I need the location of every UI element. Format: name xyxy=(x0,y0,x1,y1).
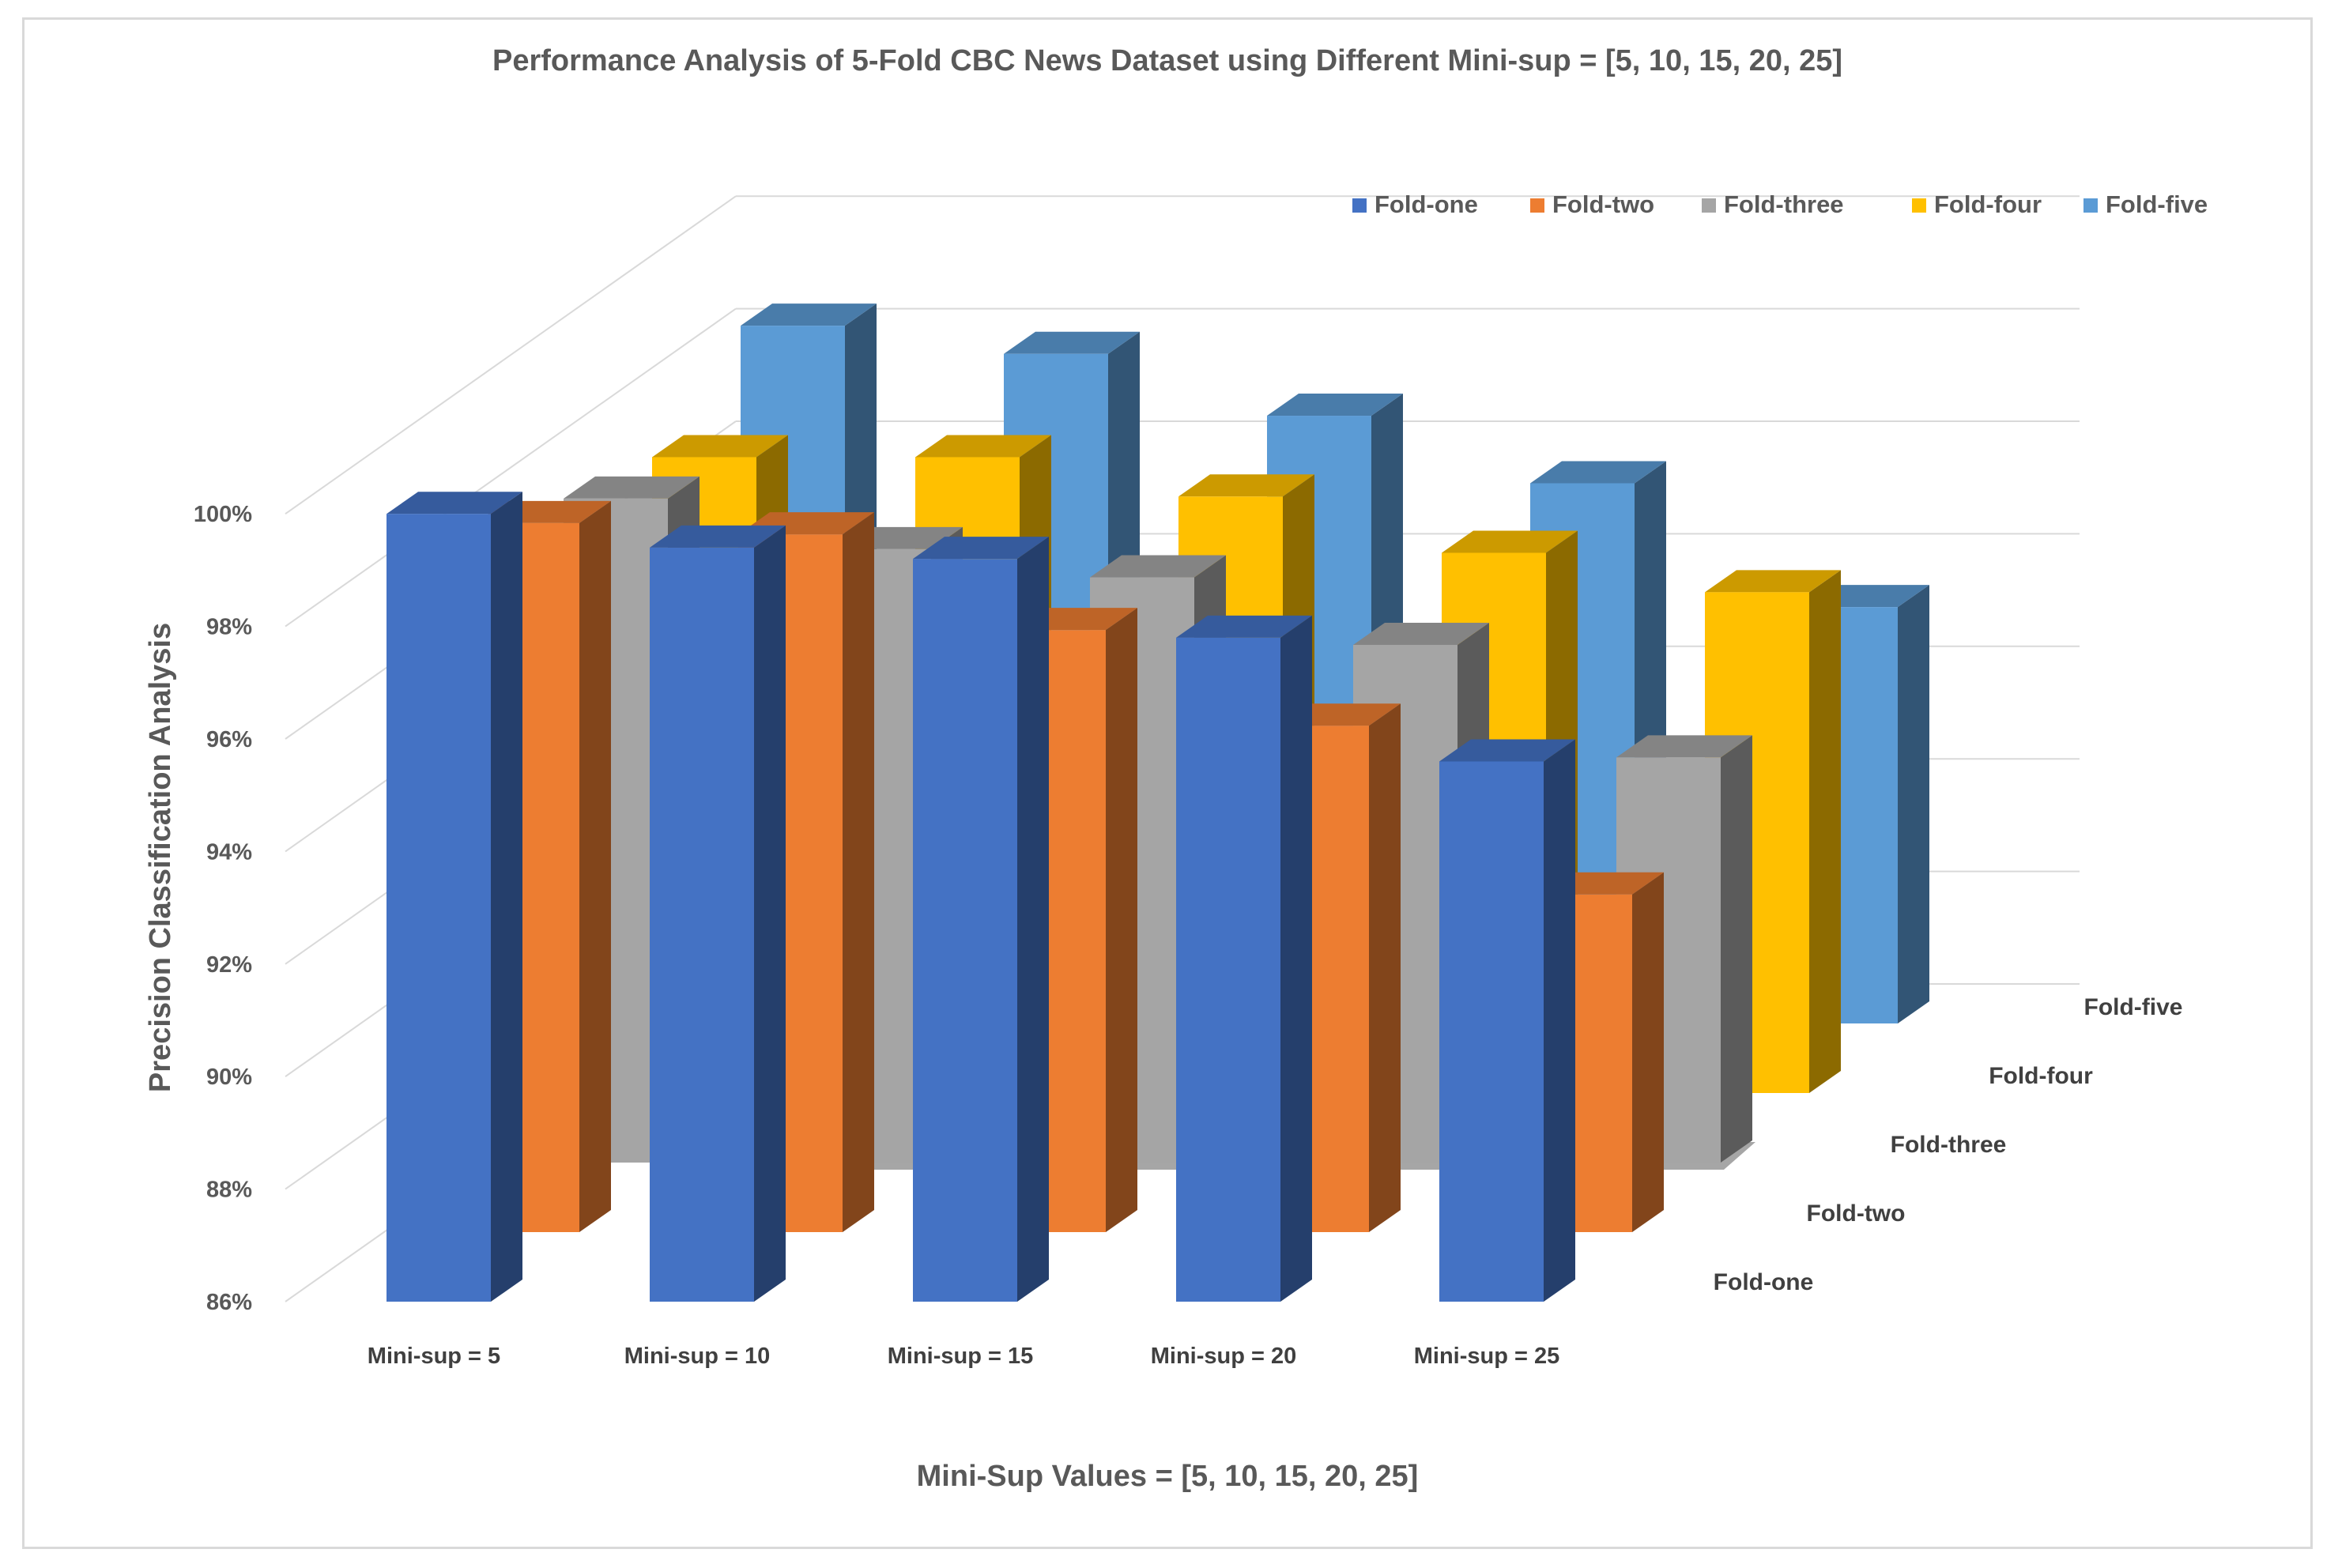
legend-label: Fold-three xyxy=(1724,190,1844,218)
depth-label: Fold-five xyxy=(2084,994,2183,1020)
y-tick-label: 92% xyxy=(206,952,252,978)
bar-side xyxy=(1369,703,1401,1232)
depth-label: Fold-four xyxy=(1989,1063,2093,1089)
bar-top xyxy=(1090,555,1226,578)
gridline-diagonal xyxy=(285,307,737,628)
chart-frame: Performance Analysis of 5-Fold CBC News … xyxy=(22,17,2313,1549)
x-category-label: Mini-sup = 10 xyxy=(624,1344,771,1369)
bar-top xyxy=(1442,530,1578,553)
legend-item-fold-five[interactable]: Fold-five xyxy=(2083,190,2208,218)
legend-item-fold-two[interactable]: Fold-two xyxy=(1530,190,1654,218)
bar-top xyxy=(913,537,1049,560)
bar-top xyxy=(564,476,700,499)
bar-top xyxy=(741,303,877,326)
bar-top xyxy=(387,492,522,514)
bar-fold-one-5 xyxy=(1439,739,1575,1302)
x-category-label: Mini-sup = 25 xyxy=(1414,1344,1560,1369)
y-tick-label: 86% xyxy=(206,1290,252,1315)
y-tick-label: 94% xyxy=(206,839,252,865)
legend-label: Fold-one xyxy=(1375,190,1478,218)
x-category-label: Mini-sup = 15 xyxy=(888,1344,1034,1369)
bars xyxy=(387,303,1929,1302)
bar-fold-two-2 xyxy=(738,512,874,1232)
bar-front xyxy=(913,559,1017,1302)
bar-front xyxy=(1176,637,1280,1302)
y-tick-label: 88% xyxy=(206,1178,252,1203)
legend-item-fold-one[interactable]: Fold-one xyxy=(1352,190,1478,218)
bar-top xyxy=(1530,461,1666,484)
bar-side xyxy=(1106,608,1137,1232)
x-axis-title: Mini-Sup Values = [5, 10, 15, 20, 25] xyxy=(917,1460,1419,1493)
bar-top xyxy=(1705,570,1841,593)
bar-side xyxy=(1632,872,1664,1232)
bar-fold-one-1 xyxy=(387,492,522,1302)
bar-front xyxy=(387,514,491,1302)
y-axis-ticks: 86% 88% 90% 92% 94% 96% 98% 100% xyxy=(194,502,252,1315)
bar-fold-one-4 xyxy=(1176,615,1312,1302)
bar-side xyxy=(1809,570,1841,1093)
legend-swatch xyxy=(1912,198,1926,213)
y-tick-label: 96% xyxy=(206,727,252,752)
legend-label: Fold-two xyxy=(1552,190,1654,218)
bar-top xyxy=(652,435,788,458)
depth-label: Fold-one xyxy=(1714,1269,1814,1295)
bar-top xyxy=(1616,735,1752,758)
x-category-label: Mini-sup = 5 xyxy=(368,1344,500,1369)
bar-top xyxy=(650,525,786,548)
bar-side xyxy=(843,512,874,1232)
bar-fold-one-3 xyxy=(913,537,1049,1302)
bar-side xyxy=(1544,739,1575,1302)
legend-swatch xyxy=(1352,198,1367,213)
legend[interactable]: Fold-one Fold-two Fold-three Fold-four Fold-… xyxy=(1352,190,2208,218)
depth-label: Fold-three xyxy=(1891,1132,2007,1158)
chart-title: Performance Analysis of 5-Fold CBC News … xyxy=(492,44,1842,77)
legend-swatch xyxy=(2083,198,2098,213)
bar-top xyxy=(1353,622,1489,645)
bar-side xyxy=(1721,735,1752,1163)
chart-svg: Performance Analysis of 5-Fold CBC News … xyxy=(144,44,2208,1493)
gridline-diagonal xyxy=(285,195,737,515)
bar-top xyxy=(1439,739,1575,762)
legend-swatch xyxy=(1702,198,1716,213)
y-axis-title: Precision Classification Analysis xyxy=(144,623,177,1092)
bar-top xyxy=(915,435,1051,458)
legend-label: Fold-four xyxy=(1934,190,2042,218)
legend-item-fold-three[interactable]: Fold-three xyxy=(1702,190,1844,218)
x-axis-category-labels: Mini-sup = 5 Mini-sup = 10 Mini-sup = 15 Mi… xyxy=(368,1344,1559,1369)
bar-side xyxy=(1280,615,1312,1302)
bar-top xyxy=(1004,331,1140,354)
legend-label: Fold-five xyxy=(2106,190,2208,218)
depth-label: Fold-two xyxy=(1807,1200,1906,1227)
legend-swatch xyxy=(1530,198,1544,213)
bar-top xyxy=(1176,615,1312,638)
bar-top xyxy=(1178,474,1314,497)
x-category-label: Mini-sup = 20 xyxy=(1151,1344,1297,1369)
bar-side xyxy=(1017,537,1049,1302)
bar-side xyxy=(491,492,522,1302)
bar-front xyxy=(650,547,754,1302)
y-tick-label: 98% xyxy=(206,615,252,640)
bar-top xyxy=(1267,394,1403,416)
bar-side xyxy=(754,525,786,1302)
bar-side xyxy=(1898,585,1929,1023)
bar-fold-one-2 xyxy=(650,525,786,1302)
y-tick-label: 100% xyxy=(194,502,252,527)
bar-front xyxy=(1439,761,1544,1302)
bar-side xyxy=(579,500,611,1232)
y-tick-label: 90% xyxy=(206,1065,252,1090)
legend-item-fold-four[interactable]: Fold-four xyxy=(1912,190,2042,218)
depth-axis-labels: Fold-one Fold-two Fold-three Fold-four Fold-… xyxy=(1714,994,2183,1295)
